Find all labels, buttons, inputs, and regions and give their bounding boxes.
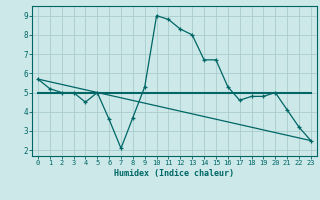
X-axis label: Humidex (Indice chaleur): Humidex (Indice chaleur) xyxy=(115,169,234,178)
